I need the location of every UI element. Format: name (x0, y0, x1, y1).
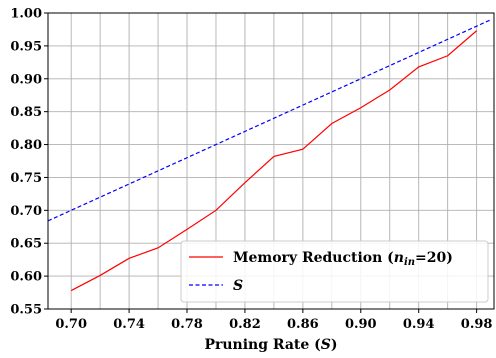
legend-label-s: S (233, 278, 243, 294)
x-axis-title-suffix: ) (331, 337, 338, 353)
x-tick-label-2: 0.78 (171, 317, 203, 332)
x-tick-label-5: 0.90 (345, 317, 377, 332)
x-tick-label-1: 0.74 (113, 317, 145, 332)
y-tick-label-2: 0.65 (10, 237, 42, 252)
plot-frame (47, 12, 495, 310)
x-tick-label-0: 0.70 (55, 317, 87, 332)
s-reference-line (47, 19, 492, 222)
legend-label-memory-reduction: Memory Reduction (nin=20) (233, 250, 453, 268)
axis-ticks: 0.55 0.60 0.65 0.70 0.75 0.80 0.85 0.90 0.95 1.00… (10, 7, 492, 333)
y-tick-label-6: 0.85 (10, 105, 42, 120)
legend-label-memory-reduction-prefix: Memory Reduction ( (233, 250, 394, 266)
legend-label-memory-reduction-var: n (394, 250, 404, 266)
memory-reduction-line (70, 30, 478, 292)
y-tick-label-8: 0.95 (10, 39, 42, 54)
legend: Memory Reduction (nin=20) S (180, 240, 489, 303)
x-axis-title-prefix: Pruning Rate ( (204, 337, 320, 353)
x-axis-title: Pruning Rate (S) (204, 337, 337, 353)
y-tick-label-1: 0.60 (10, 270, 42, 285)
y-tick-label-0: 0.55 (10, 303, 42, 318)
legend-label-memory-reduction-sub: in (404, 257, 415, 268)
y-tick-label-3: 0.70 (10, 204, 42, 219)
x-tick-label-3: 0.82 (229, 317, 261, 332)
x-tick-label-6: 0.94 (403, 317, 435, 332)
y-tick-label-9: 1.00 (10, 7, 42, 22)
x-tick-label-7: 0.98 (461, 317, 493, 332)
y-tick-label-7: 0.90 (10, 72, 42, 87)
series-lines (47, 19, 492, 292)
y-tick-label-4: 0.75 (10, 171, 42, 186)
x-tick-label-4: 0.86 (287, 317, 319, 332)
x-axis-title-var: S (321, 337, 331, 353)
legend-label-memory-reduction-suffix: =20) (415, 250, 453, 266)
y-tick-label-5: 0.80 (10, 138, 42, 153)
legend-frame (180, 240, 489, 303)
